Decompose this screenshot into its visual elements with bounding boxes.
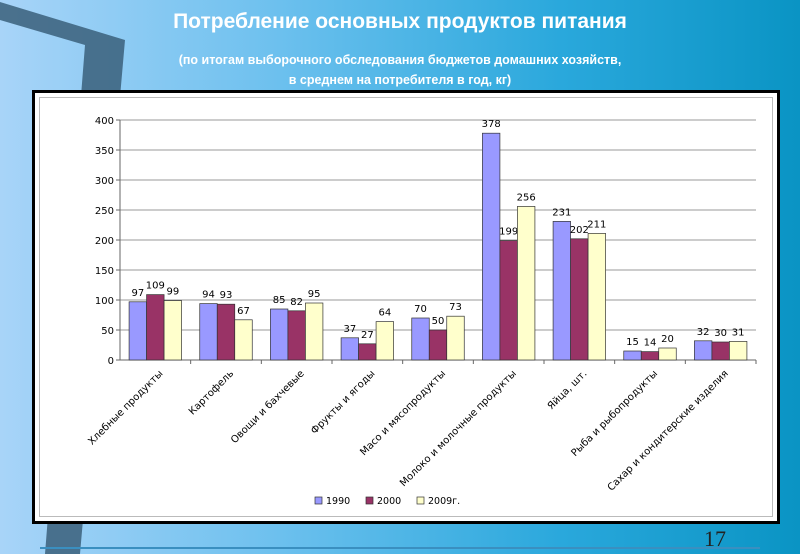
divider <box>40 547 760 549</box>
data-label: 70 <box>414 304 427 315</box>
bar-2009г.-0 <box>163 300 182 361</box>
legend-label: 2009г. <box>428 496 460 507</box>
y-tick-label: 0 <box>108 356 114 367</box>
bar-1990-8 <box>694 340 713 361</box>
chart-frame: 0 50 100 150 200 250 300 350 400 97 109 99 Хлебные п… <box>32 90 780 524</box>
y-tick-label: 300 <box>95 176 114 187</box>
bar-2000-8 <box>711 341 730 361</box>
legend-swatch-1990 <box>314 496 323 505</box>
bar-2009г.-3 <box>375 321 394 361</box>
bar-2000-0 <box>146 294 165 361</box>
chart-area: 0 50 100 150 200 250 300 350 400 97 109 99 Хлебные п… <box>39 97 773 517</box>
data-label: 85 <box>273 295 286 306</box>
bar-2009г.-6 <box>587 233 606 361</box>
slide-title: Потребление основных продуктов питания <box>173 10 627 33</box>
data-label: 73 <box>449 302 462 313</box>
bar-2009г.-4 <box>446 315 465 361</box>
data-label: 202 <box>570 225 589 236</box>
data-label: 378 <box>482 119 501 130</box>
bar-2000-4 <box>428 329 448 361</box>
x-tick-label: Хлебные продукты <box>86 368 165 447</box>
legend-label: 2000 <box>377 496 401 507</box>
legend-label: 1990 <box>326 496 350 507</box>
data-label: 27 <box>361 330 374 341</box>
bar-2000-7 <box>640 351 660 361</box>
x-tick-label: Картофель <box>187 368 236 417</box>
bar-1990-0 <box>128 301 147 361</box>
bar-2009г.-1 <box>234 319 253 361</box>
bar-2000-3 <box>358 343 377 361</box>
y-tick-label: 400 <box>95 116 114 127</box>
bar-1990-4 <box>411 317 430 361</box>
bar-1990-5 <box>482 132 501 361</box>
data-label: 64 <box>378 308 391 319</box>
data-label: 109 <box>146 281 165 292</box>
y-tick-label: 100 <box>95 296 114 307</box>
subtitle-line-1: (по итогам выборочного обследования бюдж… <box>178 53 622 67</box>
bar-2009г.-7 <box>658 347 677 361</box>
data-label: 67 <box>237 306 250 317</box>
data-label: 95 <box>308 289 321 300</box>
y-tick-label: 350 <box>95 146 114 157</box>
x-tick-label: Овощи и бахчевые <box>229 368 307 446</box>
bar-2009г.-8 <box>729 341 748 361</box>
data-label: 97 <box>131 288 144 299</box>
y-tick-label: 50 <box>101 326 114 337</box>
x-tick-label: Яйца, шт. <box>546 368 590 412</box>
bar-2000-5 <box>499 240 518 361</box>
bar-2000-2 <box>287 310 306 361</box>
data-label: 199 <box>499 227 518 238</box>
data-label: 14 <box>644 338 657 349</box>
data-label: 50 <box>432 316 445 327</box>
data-label: 99 <box>166 287 179 298</box>
bar-2009г.-2 <box>305 302 324 361</box>
subtitle-line-2: в среднем на потребителя в год, кг) <box>288 73 512 87</box>
y-tick-label: 200 <box>95 236 114 247</box>
bar-2009г.-5 <box>517 206 536 361</box>
data-label: 31 <box>732 327 745 338</box>
data-label: 32 <box>697 327 710 338</box>
data-label: 231 <box>552 207 571 218</box>
y-tick-label: 250 <box>95 206 114 217</box>
page-number: 17 <box>704 526 726 551</box>
data-label: 37 <box>343 324 356 335</box>
data-label: 94 <box>202 290 215 301</box>
bar-2000-1 <box>216 303 236 361</box>
data-label: 15 <box>626 337 639 348</box>
x-tick-label: Сахар и кондитерские изделия <box>606 368 731 493</box>
data-label: 20 <box>661 334 674 345</box>
legend-swatch-2000 <box>365 496 374 505</box>
bar-1990-6 <box>552 221 571 361</box>
x-tick-label: Фрукты и ягоды <box>309 368 377 436</box>
data-label: 211 <box>587 219 606 230</box>
data-label: 30 <box>714 328 727 339</box>
data-label: 82 <box>290 297 303 308</box>
bar-1990-1 <box>199 303 218 361</box>
bar-1990-7 <box>623 350 642 361</box>
x-tick-label: Молоко и молочные продукты <box>398 368 519 489</box>
legend-swatch-2009г. <box>416 496 425 505</box>
bar-1990-3 <box>340 337 359 361</box>
y-tick-label: 150 <box>95 266 114 277</box>
bar-2000-6 <box>570 238 589 361</box>
data-label: 256 <box>517 192 536 203</box>
slide-subtitle: (по итогам выборочного обследования бюдж… <box>0 50 800 90</box>
data-label: 93 <box>220 290 233 301</box>
bar-1990-2 <box>270 308 289 361</box>
